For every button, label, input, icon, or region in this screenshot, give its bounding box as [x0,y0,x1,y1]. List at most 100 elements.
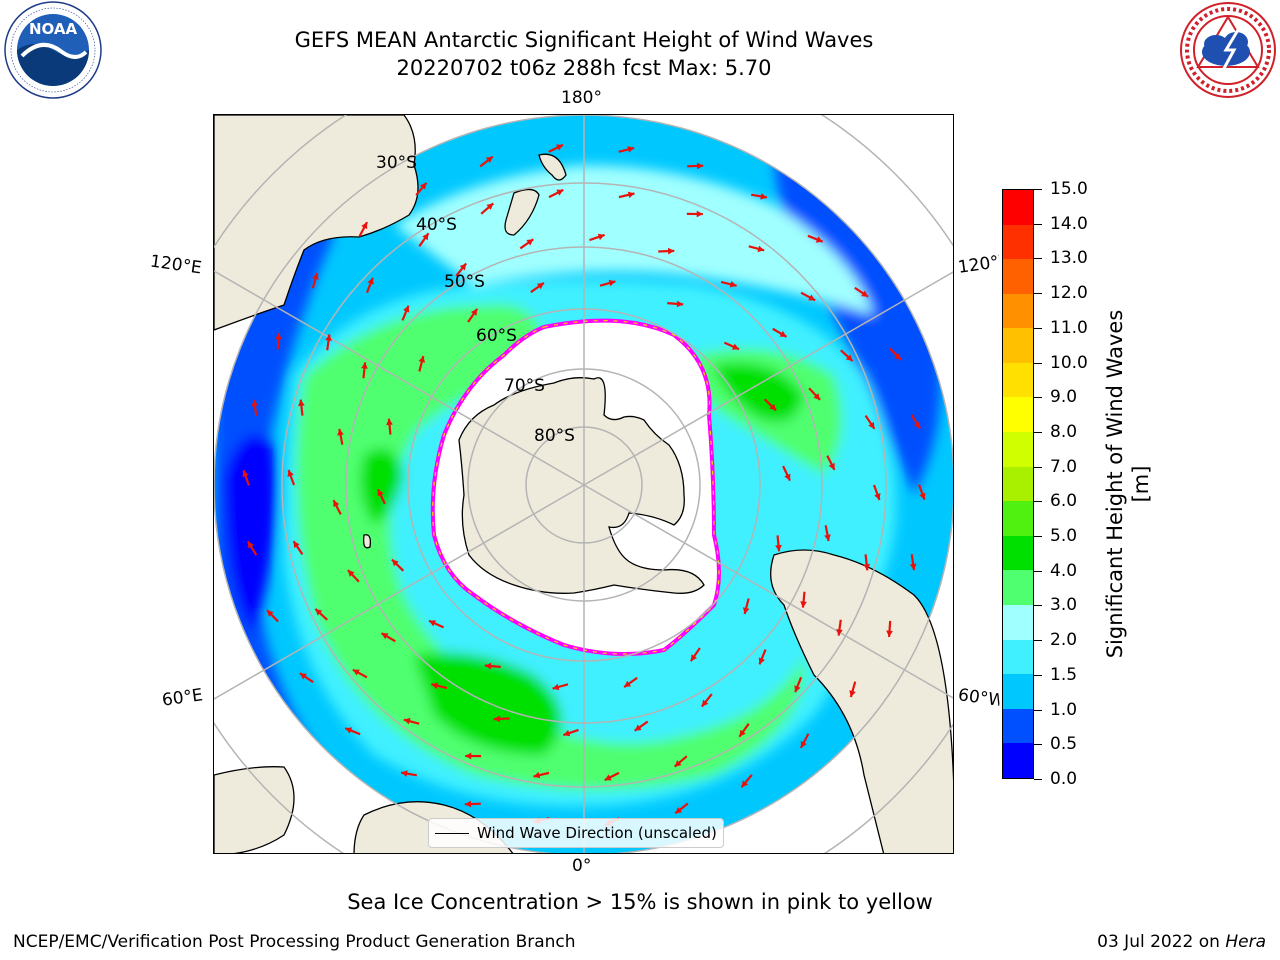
wind-wave-arrow-head [676,300,684,308]
colorbar-segment [1003,743,1033,778]
wind-wave-arrow-head [849,690,856,698]
colorbar-segment [1003,259,1033,294]
wind-wave-arrow-head [824,534,831,542]
legend-label: Wind Wave Direction (unscaled) [477,824,717,842]
colorbar-tick-label: 13.0 [1050,248,1088,269]
colorbar-segment [1003,708,1033,744]
wind-wave-arrow-head [325,334,332,341]
wind-wave-arrow-head [563,729,571,737]
colorbar-segment [1003,397,1033,433]
colorbar-tick-label: 12.0 [1050,283,1088,304]
wind-wave-arrow-head [381,633,389,640]
colorbar-tick-label: 0.0 [1050,769,1078,789]
lon-label-120w: 120°W [956,252,1002,278]
footer-date-text: 03 Jul 2022 on [1097,932,1220,952]
colorbar-tick [1034,605,1042,607]
wind-wave-arrow-head [485,156,493,164]
chart-title: GEFS MEAN Antarctic Significant Height o… [184,26,984,82]
wind-wave-arrow-head [419,182,427,190]
wind-wave-arrow-head [758,657,765,665]
colorbar-segment [1003,328,1033,363]
wind-wave-arrow-head [731,343,739,350]
wind-wave-arrow-head [828,462,835,470]
wind-wave-arrow-head [813,393,821,400]
wind-wave-arrow-head [403,717,411,725]
wind-wave-arrow-head [627,191,635,199]
colorbar-tick [1034,536,1042,538]
lat-label-70s: 70°S [504,376,545,396]
lon-label-60w: 60°W [956,685,1002,711]
colorbar-tick [1034,397,1042,399]
colorbar-tick [1034,466,1042,468]
colorbar-tick-label: 10.0 [1050,352,1088,373]
wind-wave-arrow-head [251,399,259,407]
lat-label-60s: 60°S [476,326,517,346]
wind-wave-arrow-head [868,421,875,429]
wind-wave-arrow-head [808,294,816,301]
colorbar-tick-label: 1.0 [1050,699,1078,720]
colorbar-tick-label: 1.5 [1050,664,1078,685]
wind-wave-arrow-head [800,740,807,748]
wave-height-field [214,115,953,853]
colorbar-tick [1034,431,1042,433]
colorbar-tick [1034,779,1042,780]
graticule [214,115,953,853]
wind-wave-arrow-head [401,770,408,777]
antarctica [458,377,705,594]
colorbar-tick-label: 7.0 [1050,456,1078,477]
wind-wave-arrow-head [674,760,682,767]
wind-wave-arrow-head [526,239,534,246]
title-line-1: GEFS MEAN Antarctic Significant Height o… [294,28,874,52]
map-legend: Wind Wave Direction (unscaled) [428,818,724,848]
colorbar-tick [1034,362,1042,364]
polar-map: 30°S 40°S 50°S 60°S 70°S 80°S [213,114,954,854]
wind-wave-arrow-head [422,233,429,241]
lat-label-80s: 80°S [534,426,575,446]
colorbar-segment [1003,432,1033,467]
colorbar-segment [1003,362,1033,398]
wind-wave-arrow-head [345,727,353,734]
colorbar-tick-label: 15.0 [1050,179,1088,199]
colorbar-segment [1003,189,1033,225]
wind-wave-arrow-head [536,282,544,290]
colorbar-tick-label: 4.0 [1050,560,1078,581]
wind-wave-arrow-head [552,683,560,691]
colorbar-tick [1034,327,1042,329]
legend-line-swatch [435,832,469,834]
wind-wave-arrow-head [836,629,843,636]
new-zealand [538,153,567,181]
wind-wave-arrow-head [696,162,704,170]
wind-wave-arrow-head [299,673,307,680]
wind-wave-arrow-head [861,290,869,297]
lat-label-40s: 40°S [416,215,457,235]
colorbar-tick [1034,709,1042,711]
wind-wave-arrow-head [429,620,437,627]
africa [214,766,295,853]
wind-wave-arrow-head [784,473,791,481]
lon-label-0: 0° [572,856,592,876]
wind-wave-arrow-head [863,563,870,571]
wind-wave-arrow-head [909,563,917,571]
colorbar-tick [1034,189,1042,190]
colorbar-tick [1034,570,1042,572]
colorbar-tick-label: 6.0 [1050,491,1078,512]
wind-wave-arrow-head [815,236,823,243]
wind-wave-arrow-head [696,210,703,218]
colorbar-tick-label: 11.0 [1050,317,1088,338]
wind-wave-arrow-head [597,233,605,241]
footer-host: Hera [1225,932,1266,952]
wind-wave-arrow-head [361,362,368,369]
colorbar-tick-label: 2.0 [1050,630,1078,651]
colorbar-tick-label: 0.5 [1050,734,1078,755]
wind-wave-arrow-head [391,559,399,567]
wind-wave-arrow-head [800,601,807,608]
wind-wave-arrow-head [757,245,765,253]
wind-wave-arrow-head [337,428,344,436]
wind-wave-arrow-head [533,771,541,779]
wind-wave-arrow-head [624,680,632,688]
national-weather-service-logo [1178,0,1278,100]
wind-wave-arrow-head [293,541,300,549]
wind-wave-arrow-head [386,418,393,426]
colorbar-segment [1003,674,1033,709]
wind-wave-arrow-head [634,724,642,731]
